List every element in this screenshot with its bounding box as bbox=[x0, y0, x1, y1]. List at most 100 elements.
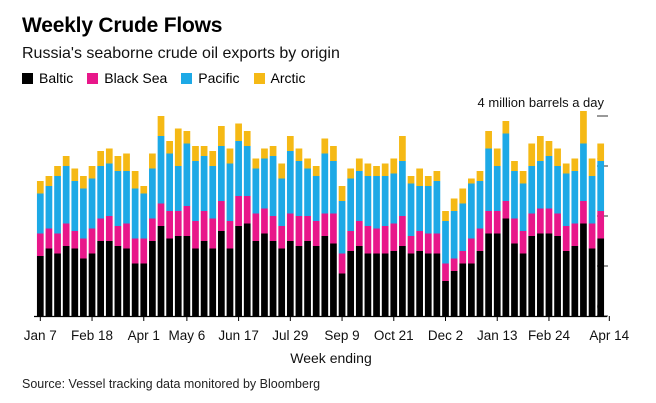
bar-pacific-47 bbox=[442, 221, 449, 264]
bar-baltic-37 bbox=[355, 246, 363, 316]
bar-pacific-45 bbox=[424, 186, 432, 234]
bar-arctic-21 bbox=[217, 126, 225, 146]
bar-baltic-47 bbox=[442, 281, 449, 316]
bar-arctic-59 bbox=[545, 141, 553, 156]
bar-arctic-5 bbox=[80, 176, 87, 189]
bar-arctic-54 bbox=[502, 121, 510, 134]
bar-arctic-39 bbox=[373, 166, 380, 176]
legend-swatch-arctic bbox=[253, 72, 265, 84]
bar-arctic-65 bbox=[597, 143, 605, 161]
bar-baltic-26 bbox=[261, 233, 268, 316]
x-tick-label-6: Sep 9 bbox=[324, 328, 359, 343]
bar-pacific-16 bbox=[174, 166, 182, 211]
bar-baltic-49 bbox=[459, 263, 467, 316]
bar-black-sea-6 bbox=[88, 228, 96, 254]
bar-baltic-43 bbox=[407, 253, 415, 316]
x-tick-label-10: Feb 24 bbox=[528, 328, 571, 343]
bar-black-sea-22 bbox=[226, 221, 234, 249]
bar-black-sea-9 bbox=[114, 226, 122, 246]
legend-label-arctic: Arctic bbox=[270, 70, 306, 86]
bar-black-sea-1 bbox=[45, 228, 53, 249]
x-tick-label-7: Oct 21 bbox=[374, 328, 414, 343]
bar-arctic-63 bbox=[580, 111, 587, 144]
bar-arctic-35 bbox=[338, 186, 346, 201]
bar-arctic-49 bbox=[459, 188, 467, 204]
bar-baltic-28 bbox=[278, 248, 286, 316]
bar-baltic-7 bbox=[97, 241, 105, 316]
bar-arctic-1 bbox=[45, 176, 53, 186]
bar-pacific-21 bbox=[217, 146, 225, 201]
bar-pacific-52 bbox=[485, 148, 492, 211]
bar-pacific-13 bbox=[149, 168, 156, 219]
legend-label-pacific: Pacific bbox=[198, 70, 240, 86]
bar-baltic-42 bbox=[399, 246, 406, 316]
legend-swatch-black-sea bbox=[87, 72, 99, 84]
bar-black-sea-53 bbox=[493, 211, 501, 234]
bar-pacific-41 bbox=[390, 173, 398, 224]
bar-black-sea-57 bbox=[528, 213, 536, 236]
bar-pacific-17 bbox=[183, 143, 191, 206]
bar-black-sea-47 bbox=[442, 263, 449, 281]
bar-black-sea-61 bbox=[562, 226, 570, 251]
bar-pacific-51 bbox=[476, 181, 484, 229]
bar-baltic-65 bbox=[597, 238, 605, 316]
bar-arctic-38 bbox=[364, 163, 372, 176]
bar-pacific-3 bbox=[62, 166, 70, 224]
bar-black-sea-28 bbox=[278, 226, 286, 249]
bar-arctic-6 bbox=[88, 166, 96, 179]
bar-arctic-36 bbox=[347, 168, 355, 179]
bar-black-sea-21 bbox=[217, 201, 225, 231]
bar-baltic-20 bbox=[209, 248, 217, 316]
bar-baltic-15 bbox=[166, 238, 173, 316]
bar-black-sea-40 bbox=[381, 226, 389, 254]
bar-baltic-41 bbox=[390, 251, 398, 316]
bar-pacific-7 bbox=[97, 166, 105, 219]
bar-pacific-26 bbox=[261, 158, 268, 209]
bar-pacific-39 bbox=[373, 176, 380, 229]
bar-baltic-13 bbox=[149, 241, 156, 316]
bar-black-sea-50 bbox=[468, 238, 475, 264]
bar-baltic-5 bbox=[80, 258, 87, 316]
bar-baltic-35 bbox=[338, 273, 346, 316]
bar-black-sea-29 bbox=[286, 213, 294, 241]
bar-baltic-23 bbox=[235, 226, 242, 316]
bar-pacific-65 bbox=[597, 161, 605, 211]
bar-arctic-42 bbox=[399, 136, 406, 161]
bar-arctic-0 bbox=[36, 181, 44, 194]
bar-black-sea-52 bbox=[485, 211, 492, 234]
bar-arctic-55 bbox=[511, 161, 518, 171]
bar-black-sea-3 bbox=[62, 223, 70, 246]
bar-pacific-10 bbox=[123, 171, 130, 224]
bar-baltic-22 bbox=[226, 248, 234, 316]
bar-baltic-9 bbox=[114, 246, 122, 316]
bar-baltic-4 bbox=[71, 248, 79, 316]
bar-baltic-55 bbox=[511, 243, 518, 316]
bar-black-sea-7 bbox=[97, 218, 105, 241]
bar-arctic-32 bbox=[312, 166, 320, 176]
bar-pacific-5 bbox=[80, 188, 87, 239]
bar-baltic-11 bbox=[131, 263, 139, 316]
y-tick-label-4: 4 million barrels a day bbox=[478, 95, 605, 110]
bar-arctic-7 bbox=[97, 151, 105, 166]
bar-pacific-36 bbox=[347, 178, 355, 231]
bar-black-sea-12 bbox=[140, 238, 148, 264]
bar-arctic-62 bbox=[571, 158, 579, 171]
bar-black-sea-49 bbox=[459, 251, 467, 264]
bar-black-sea-0 bbox=[36, 233, 44, 256]
bar-arctic-18 bbox=[192, 146, 199, 161]
bar-black-sea-23 bbox=[235, 196, 242, 226]
bar-arctic-52 bbox=[485, 131, 492, 149]
bar-pacific-28 bbox=[278, 178, 286, 226]
bar-arctic-24 bbox=[243, 131, 251, 146]
bar-arctic-41 bbox=[390, 158, 398, 174]
bar-pacific-9 bbox=[114, 171, 122, 226]
bar-black-sea-19 bbox=[200, 211, 208, 241]
bar-black-sea-46 bbox=[433, 233, 441, 254]
bar-baltic-16 bbox=[174, 236, 182, 316]
bar-arctic-16 bbox=[174, 128, 182, 166]
legend-swatch-pacific bbox=[181, 72, 193, 84]
bar-black-sea-26 bbox=[261, 208, 268, 234]
bar-pacific-61 bbox=[562, 173, 570, 226]
bar-black-sea-34 bbox=[330, 213, 337, 244]
bar-arctic-57 bbox=[528, 143, 536, 166]
